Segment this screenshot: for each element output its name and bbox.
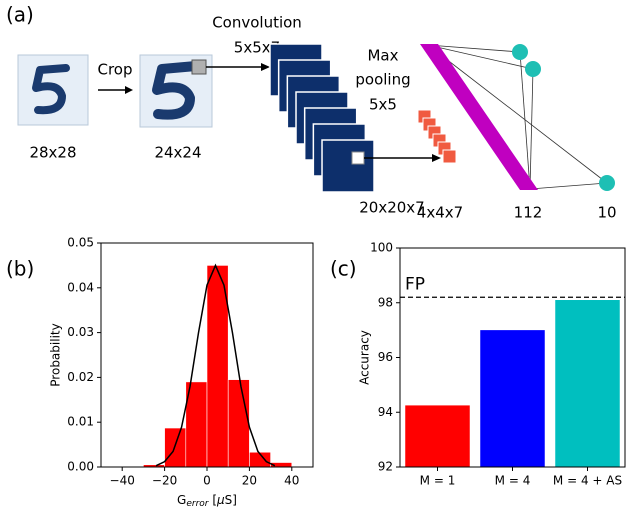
panel-label: (b) xyxy=(6,257,34,281)
x-axis-label: Gerror [µS] xyxy=(177,493,237,508)
arrow-head xyxy=(125,86,133,94)
histogram-bar xyxy=(207,265,228,467)
panel-label: (a) xyxy=(6,3,34,27)
panel-label: (c) xyxy=(330,257,357,281)
layer-title: 5x5 xyxy=(369,96,397,114)
size-label: 10 xyxy=(597,204,616,222)
pool-window xyxy=(352,152,364,164)
x-axis-label-part: [ xyxy=(209,493,218,507)
y-tick-label: 0.03 xyxy=(67,325,94,339)
pooled-maps xyxy=(418,110,456,163)
histogram-bar xyxy=(228,380,249,467)
y-tick-label: 0.00 xyxy=(67,460,94,474)
x-tick-label: M = 1 xyxy=(420,474,456,488)
y-tick-label: 0.05 xyxy=(67,236,94,250)
y-tick-label: 96 xyxy=(378,350,393,364)
x-tick-label: M = 4 xyxy=(495,474,531,488)
x-axis-label-part: G xyxy=(177,493,186,507)
x-tick-label: 0 xyxy=(203,474,211,488)
y-tick-label: 100 xyxy=(370,241,393,255)
x-axis-label-part: S] xyxy=(225,493,237,507)
cropped-image xyxy=(140,55,212,127)
size-label: 112 xyxy=(514,204,543,222)
arrow-label: Crop xyxy=(97,61,132,79)
pooled-map xyxy=(443,150,456,163)
y-axis-label: Accuracy xyxy=(358,330,372,385)
y-tick-label: 0.02 xyxy=(67,370,94,384)
y-tick-label: 0.04 xyxy=(67,280,94,294)
input-image xyxy=(18,55,88,125)
x-tick-label: −40 xyxy=(110,474,135,488)
bar xyxy=(405,405,470,467)
x-tick-label: 40 xyxy=(284,474,299,488)
y-tick-label: 94 xyxy=(378,405,393,419)
feature-map xyxy=(322,140,374,192)
y-tick-label: 0.01 xyxy=(67,415,94,429)
reference-label: FP xyxy=(405,274,425,294)
size-label: 20x20x7 xyxy=(359,199,424,217)
y-tick-label: 92 xyxy=(378,460,393,474)
output-neuron xyxy=(525,61,541,77)
layer-title: pooling xyxy=(355,71,410,89)
bar xyxy=(480,330,545,467)
size-label: 4x4x7 xyxy=(417,204,463,222)
feature-maps xyxy=(270,44,374,192)
layer-title: Max xyxy=(367,47,398,65)
x-tick-label: M = 4 + AS xyxy=(553,474,622,488)
y-tick-label: 98 xyxy=(378,295,393,309)
bar xyxy=(555,300,620,467)
x-tick-label: −20 xyxy=(152,474,177,488)
figure: (a) 28x28 Crop 24x24 Convolution 5x5x7 2… xyxy=(0,0,638,508)
output-neuron xyxy=(599,175,615,191)
x-tick-label: 20 xyxy=(242,474,257,488)
layer-title: Convolution xyxy=(212,14,302,32)
output-neuron xyxy=(512,44,528,60)
size-label: 28x28 xyxy=(29,144,76,162)
x-axis-label-part: error xyxy=(186,499,209,508)
size-label: 24x24 xyxy=(154,144,201,162)
y-axis-label: Probability xyxy=(49,323,63,386)
arrow-head xyxy=(261,63,270,71)
